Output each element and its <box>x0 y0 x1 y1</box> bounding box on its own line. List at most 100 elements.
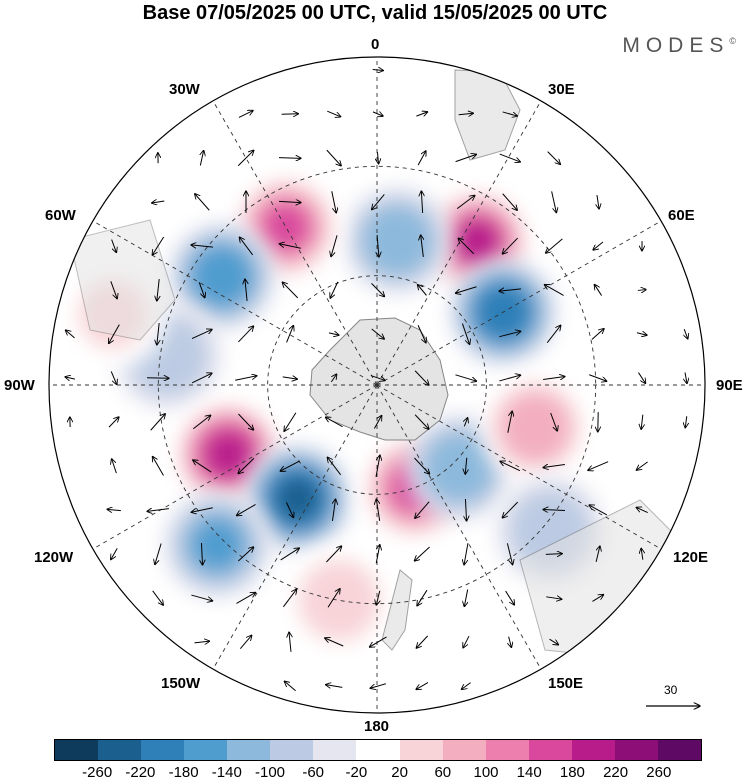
colorbar-tick-label: -180 <box>168 764 199 781</box>
wind-arrow <box>641 548 643 560</box>
wind-arrow <box>284 681 296 692</box>
anomaly-contour <box>191 519 243 571</box>
wind-arrow <box>332 499 335 521</box>
wind-arrow <box>235 376 257 381</box>
wind-arrow <box>150 414 166 431</box>
wind-arrow <box>146 378 169 379</box>
page-title: Base 07/05/2025 00 UTC, valid 15/05/2025… <box>142 2 608 24</box>
meridian-line <box>92 384 378 550</box>
wind-arrow <box>546 325 560 344</box>
wind-arrow <box>591 329 604 340</box>
wind-arrow <box>108 417 119 428</box>
lon-label-120w: 120W <box>34 549 74 566</box>
wind-arrow <box>152 590 164 605</box>
wind-arrow <box>282 589 296 608</box>
wind-arrow <box>595 546 600 563</box>
wind-arrow <box>326 685 343 688</box>
wind-arrow <box>157 279 159 301</box>
wind-arrow <box>455 374 476 381</box>
wind-arrow <box>289 632 291 652</box>
wind-arrow <box>330 281 339 298</box>
colorbar-swatch <box>356 740 400 760</box>
anomaly-contour <box>262 203 310 251</box>
colorbar-swatch <box>614 740 658 760</box>
wind-arrow <box>414 370 429 385</box>
wind-arrow <box>372 69 384 70</box>
colorbar-swatch <box>270 740 314 760</box>
wind-arrow <box>200 150 203 166</box>
colorbar-tick-label: 20 <box>391 764 408 781</box>
wind-arrow <box>543 377 565 380</box>
wind-arrow <box>456 195 475 209</box>
wind-arrow <box>543 464 565 467</box>
wind-arrow <box>191 245 213 247</box>
wind-arrow <box>278 201 301 202</box>
lon-label-180: 180 <box>364 718 390 735</box>
wind-arrow <box>327 457 342 476</box>
wind-arrow <box>589 374 607 382</box>
wind-arrow <box>109 324 120 344</box>
colorbar-tick-label: 220 <box>603 764 629 781</box>
wind-arrow <box>458 238 475 255</box>
anomaly-center <box>243 444 352 553</box>
wind-arrow <box>286 502 293 517</box>
wind-arrow <box>157 323 159 345</box>
wind-arrow <box>370 375 385 381</box>
lon-label-0: 0 <box>371 36 380 53</box>
wind-arrow <box>544 285 564 296</box>
wind-arrow <box>507 411 512 433</box>
wind-arrow <box>327 589 340 608</box>
anomaly-center <box>481 373 590 482</box>
wind-arrow <box>282 377 298 379</box>
wind-arrow <box>416 682 429 690</box>
colorbar-swatch <box>442 740 486 760</box>
wind-arrow <box>376 590 380 605</box>
wind-arrow <box>415 501 430 519</box>
wind-arrow <box>505 590 515 605</box>
wind-arrow <box>111 239 117 253</box>
wind-arrow <box>465 457 467 474</box>
wind-arrow <box>594 284 603 296</box>
wind-arrow <box>414 457 429 474</box>
wind-arrow <box>326 149 341 166</box>
wind-arrow <box>547 151 561 165</box>
lon-label-90e: 90E <box>716 377 743 394</box>
colorbar <box>54 739 702 761</box>
anomaly-contour <box>433 441 485 493</box>
wind-arrow <box>464 418 467 427</box>
colorbar-tick-label: -100 <box>254 764 286 781</box>
wind-arrow <box>414 414 429 430</box>
wind-arrow <box>597 195 599 209</box>
wind-arrow <box>279 244 301 249</box>
wind-arrow <box>193 415 210 430</box>
colorbar-swatch <box>313 740 357 760</box>
wind-arrow <box>502 111 518 116</box>
anomaly-contour <box>371 215 423 267</box>
wind-arrow <box>418 285 427 296</box>
anomaly-center <box>167 222 276 331</box>
lon-label-60e: 60E <box>668 207 695 224</box>
wind-arrow <box>546 597 561 599</box>
lon-label-30w: 30W <box>169 81 200 98</box>
wind-arrow <box>546 238 563 253</box>
colorbar-tick-label: -60 <box>302 764 325 781</box>
lon-label-150w: 150W <box>161 675 201 692</box>
wind-arrow <box>685 372 687 383</box>
lon-label-120e: 120E <box>673 549 709 566</box>
wind-arrow <box>326 546 341 563</box>
latitude-circle <box>267 275 487 495</box>
wind-arrow <box>153 456 164 476</box>
colorbar-ticks: -260 -220 -180 -140 -100 -60 -20 20 60 100 140 180 2… <box>0 764 750 782</box>
wind-arrow <box>455 286 477 293</box>
wind-arrow <box>280 460 300 471</box>
meridian-line <box>92 220 378 386</box>
wind-arrow <box>325 638 344 647</box>
wind-arrow <box>500 461 521 472</box>
colorbar-tick-label: -140 <box>211 764 242 781</box>
meridian-line <box>376 220 662 386</box>
wind-arrow <box>369 636 387 647</box>
wind-arrow <box>194 641 209 643</box>
wind-arrow <box>499 153 521 162</box>
colorbar-swatch <box>55 740 99 760</box>
wind-arrow <box>370 683 386 689</box>
